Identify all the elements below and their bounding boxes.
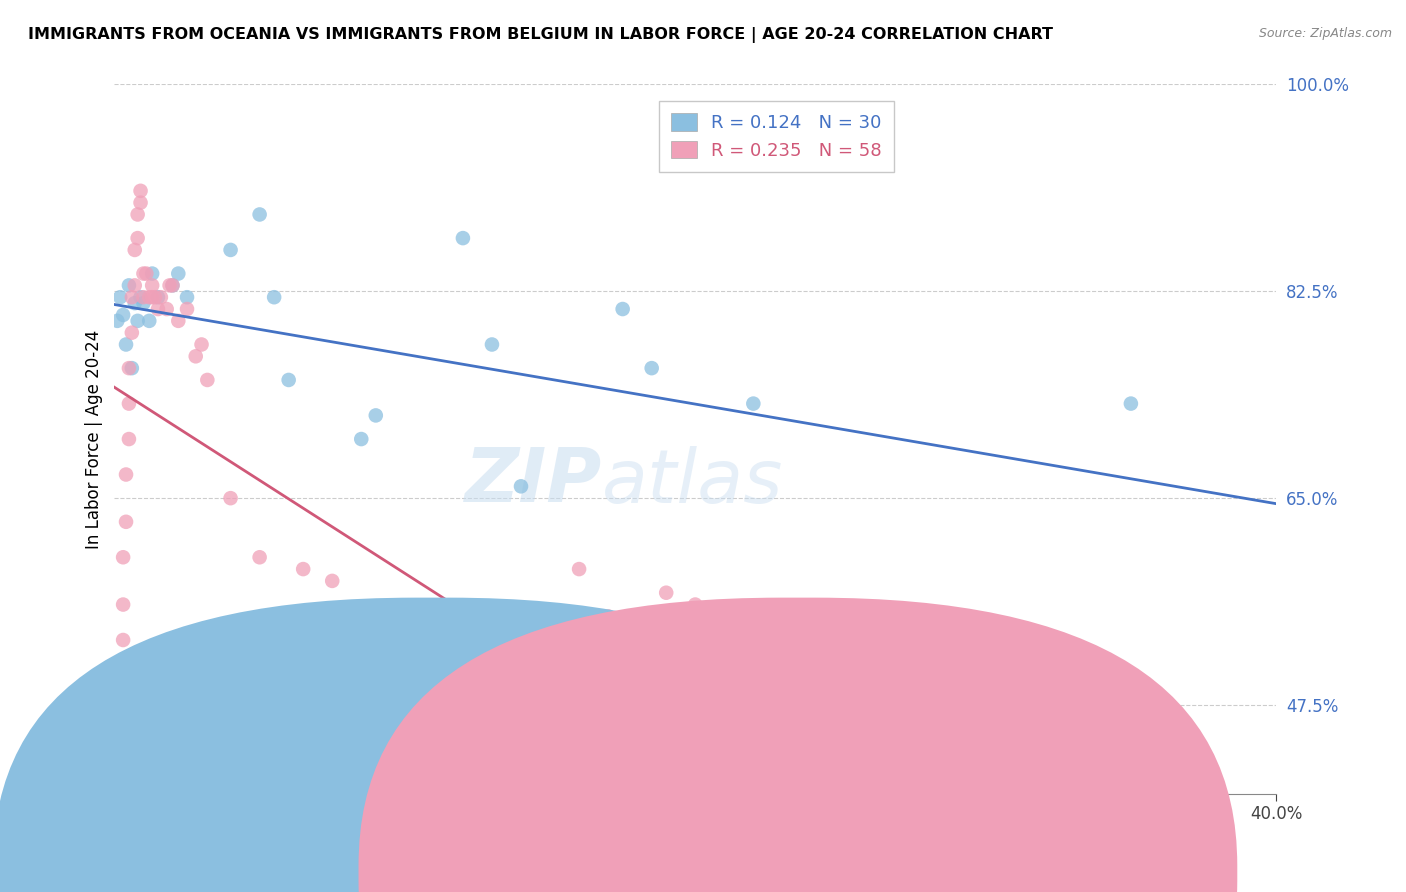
Point (277, 609, 299, 624)
Point (1119, 396, 1142, 410)
Point (451, 231, 474, 245)
Point (132, 290, 155, 304)
Point (598, 609, 620, 624)
Point (451, 751, 474, 765)
Point (124, 278, 146, 293)
Point (249, 550, 271, 565)
Point (115, 515, 138, 529)
Point (641, 361, 664, 376)
Point (292, 562, 315, 576)
Point (105, 751, 128, 765)
Point (143, 290, 166, 304)
Point (510, 810, 533, 824)
Point (129, 184, 152, 198)
Point (135, 267, 157, 281)
Point (190, 337, 212, 351)
Point (132, 296, 155, 310)
Point (121, 326, 143, 340)
Point (655, 585, 678, 599)
Point (626, 645, 648, 659)
Point (105, 314, 128, 328)
Point (132, 267, 155, 281)
Point (742, 396, 765, 410)
Point (277, 373, 299, 387)
Point (219, 491, 242, 505)
Point (112, 632, 135, 647)
Point (162, 278, 184, 293)
Point (394, 704, 416, 718)
Point (568, 562, 591, 576)
Point (167, 314, 190, 328)
Point (118, 432, 141, 446)
Point (121, 290, 143, 304)
Point (364, 409, 387, 423)
Point (554, 681, 576, 695)
Point (321, 574, 343, 588)
Point (423, 728, 446, 742)
Point (141, 267, 163, 281)
Point (121, 361, 143, 376)
Point (146, 290, 169, 304)
Point (129, 290, 152, 304)
Point (129, 195, 152, 210)
Point (118, 396, 141, 410)
Point (683, 598, 706, 612)
Point (612, 301, 634, 316)
Point (162, 278, 184, 293)
Point (118, 361, 141, 376)
Point (481, 337, 503, 351)
Text: atlas: atlas (602, 446, 783, 517)
Point (127, 231, 149, 245)
Point (307, 632, 329, 647)
Point (510, 479, 533, 493)
Point (138, 290, 160, 304)
Point (112, 598, 135, 612)
Point (110, 290, 132, 304)
Point (176, 290, 198, 304)
Point (159, 278, 181, 293)
Point (105, 704, 128, 718)
Point (115, 337, 138, 351)
Point (156, 301, 179, 316)
Point (118, 278, 141, 293)
Point (538, 846, 561, 860)
Point (127, 207, 149, 221)
Point (110, 657, 132, 671)
Point (112, 550, 135, 565)
Text: ZIP: ZIP (465, 445, 602, 518)
Text: Immigrants from Oceania: Immigrants from Oceania (429, 856, 640, 874)
Point (167, 267, 190, 281)
Point (110, 681, 132, 695)
Point (124, 243, 146, 257)
Text: Immigrants from Belgium: Immigrants from Belgium (765, 856, 979, 874)
Legend: R = 0.124   N = 30, R = 0.235   N = 58: R = 0.124 N = 30, R = 0.235 N = 58 (659, 101, 894, 172)
Text: Source: ZipAtlas.com: Source: ZipAtlas.com (1258, 27, 1392, 40)
Point (124, 296, 146, 310)
Point (149, 290, 172, 304)
Point (115, 467, 138, 482)
Point (350, 668, 373, 682)
Point (146, 301, 169, 316)
Text: IMMIGRANTS FROM OCEANIA VS IMMIGRANTS FROM BELGIUM IN LABOR FORCE | AGE 20-24 CO: IMMIGRANTS FROM OCEANIA VS IMMIGRANTS FR… (28, 27, 1053, 43)
Point (138, 314, 160, 328)
Point (350, 432, 373, 446)
Point (176, 301, 198, 316)
Point (481, 775, 503, 789)
Point (249, 207, 271, 221)
Point (263, 290, 285, 304)
Point (112, 308, 135, 322)
Point (336, 609, 359, 624)
Point (742, 632, 765, 647)
Point (219, 243, 242, 257)
Point (127, 314, 149, 328)
Point (141, 290, 163, 304)
Point (195, 373, 218, 387)
Point (141, 278, 163, 293)
Point (184, 349, 207, 363)
Y-axis label: In Labor Force | Age 20-24: In Labor Force | Age 20-24 (86, 329, 103, 549)
Point (364, 692, 387, 706)
